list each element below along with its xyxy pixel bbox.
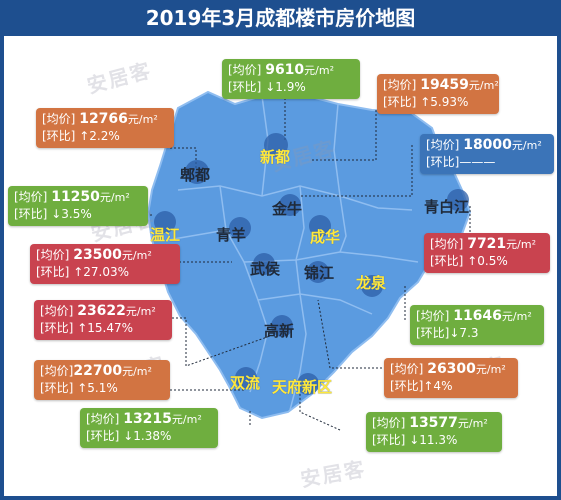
- price-card-xindu: [均价] 9610元/m² [环比] ↓1.9%: [222, 59, 360, 99]
- district-label-chenghua: 成华: [310, 228, 341, 246]
- district-borders: [167, 95, 419, 411]
- district-label-gaoxin: 高新: [264, 322, 295, 340]
- district-label-pidu: 郫都: [180, 166, 211, 184]
- price-card-tianfu: [均价] 13215元/m² [环比] ↓1.38%: [80, 408, 218, 448]
- district-label-longquan: 龙泉: [356, 274, 387, 292]
- district-label-shuangliu: 双流: [230, 374, 261, 392]
- district-label-jinjiang: 锦江: [304, 264, 335, 282]
- district-label-qingbaijiang: 青白江: [424, 198, 470, 216]
- district-label-tianfu: 天府新区: [272, 378, 333, 396]
- price-card-shuangliu: [均价]22700元/m² [环比] ↑5.1%: [34, 360, 170, 400]
- page-title: 2019年3月成都楼市房价地图: [0, 0, 561, 36]
- price-card-wenjiang: [均价] 11250元/m² [环比] ↓3.5%: [8, 186, 148, 226]
- frame-bottom: [0, 496, 561, 500]
- price-card-19459: [均价] 19459元/m² [环比] ↑5.93%: [377, 74, 499, 114]
- district-markers: [154, 133, 469, 395]
- district-label-wuhou: 武侯: [250, 260, 281, 278]
- price-card-18000: [均价] 18000元/m² [环比]———: [420, 134, 554, 174]
- district-label-qingyang: 青羊: [216, 226, 247, 244]
- district-label-xindu: 新都: [260, 148, 291, 166]
- district-label-wenjiang: 温江: [150, 226, 181, 244]
- connector-lines: [118, 98, 471, 431]
- price-card-wuhou: [均价] 23622元/m² [环比] ↑15.47%: [34, 300, 172, 340]
- frame-right: [557, 36, 561, 500]
- price-card-longquan: [均价] 11646元/m² [环比]↓7.3: [410, 305, 544, 345]
- price-card-jinjiang: [均价] 13577元/m² [环比] ↓11.3%: [366, 412, 502, 452]
- price-card-gaoxin: [均价] 26300元/m² [环比]↑4%: [384, 358, 518, 398]
- district-label-jinniu: 金牛: [272, 200, 303, 218]
- frame-left: [0, 36, 4, 500]
- price-card-qingyang: [均价] 23500元/m² [环比] ↑27.03%: [30, 244, 180, 284]
- price-card-pidu: [均价] 12766元/m² [环比] ↑2.2%: [36, 108, 174, 148]
- price-card-qingbaijiang: [均价] 7721元/m² [环比] ↑0.5%: [424, 233, 550, 273]
